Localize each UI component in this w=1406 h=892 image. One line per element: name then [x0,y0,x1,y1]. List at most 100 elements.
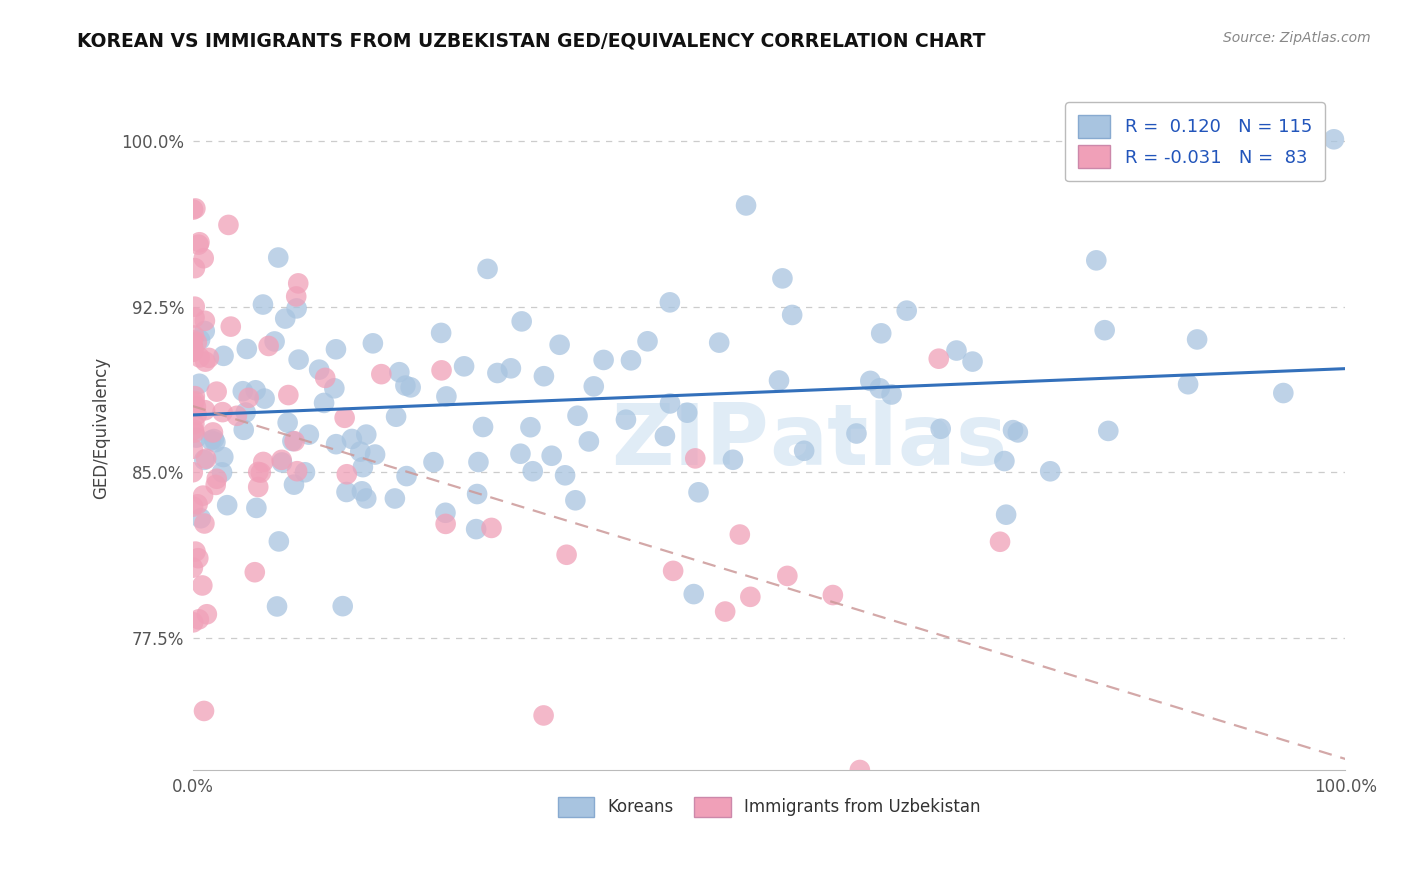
Point [183,310,205,325]
Point [188,333,211,347]
Point [349,444,371,458]
Point [193,516,215,531]
Point [465,487,488,501]
Point [845,426,868,441]
Point [399,380,422,394]
Point [191,578,214,592]
Point [1094,323,1116,337]
Point [770,271,793,285]
Point [821,588,844,602]
Point [187,237,209,252]
Point [245,500,267,515]
Point [688,485,710,500]
Point [896,303,918,318]
Point [183,425,205,440]
Point [181,344,204,359]
Point [582,379,605,393]
Point [183,394,205,409]
Point [183,417,205,431]
Point [682,587,704,601]
Point [1272,386,1295,401]
Point [361,336,384,351]
Point [510,314,533,328]
Point [194,314,217,328]
Point [776,569,799,583]
Point [709,335,731,350]
Point [202,432,225,446]
Point [190,511,212,525]
Point [434,516,457,531]
Point [395,469,418,483]
Point [928,351,950,366]
Point [1097,424,1119,438]
Point [181,333,204,347]
Point [263,334,285,349]
Point [793,443,815,458]
Text: atlas: atlas [769,401,1007,483]
Point [236,342,259,356]
Point [266,599,288,614]
Point [225,409,247,423]
Point [472,420,495,434]
Point [184,300,207,314]
Point [219,319,242,334]
Point [184,202,207,216]
Point [250,466,273,480]
Point [683,451,706,466]
Point [270,453,292,467]
Point [194,354,217,368]
Point [637,334,659,349]
Point [204,435,226,450]
Point [211,405,233,419]
Point [193,251,215,265]
Point [768,374,790,388]
Point [509,447,531,461]
Point [205,472,228,486]
Point [422,455,444,469]
Text: ZIP: ZIP [612,401,769,483]
Point [336,467,359,482]
Point [186,335,208,350]
Point [519,420,541,434]
Point [188,351,211,365]
Point [388,365,411,379]
Point [676,406,699,420]
Point [217,498,239,512]
Point [200,434,222,448]
Point [567,409,589,423]
Point [181,339,204,353]
Point [988,534,1011,549]
Point [728,527,751,541]
Point [238,391,260,405]
Y-axis label: GED/Equivalency: GED/Equivalency [93,357,110,500]
Point [714,605,737,619]
Point [533,369,555,384]
Point [929,422,952,436]
Point [1323,132,1346,146]
Point [312,396,335,410]
Point [198,351,221,365]
Point [193,704,215,718]
Point [285,289,308,303]
Point [1085,253,1108,268]
Point [195,607,218,622]
Point [364,448,387,462]
Point [434,506,457,520]
Point [287,352,309,367]
Point [325,437,347,451]
Point [298,427,321,442]
Point [247,465,270,479]
Point [247,480,270,494]
Point [849,763,872,777]
Point [352,460,374,475]
Point [184,261,207,276]
Point [186,408,208,422]
Legend: Koreans, Immigrants from Uzbekistan: Koreans, Immigrants from Uzbekistan [551,790,987,823]
Point [181,343,204,357]
Point [995,508,1018,522]
Point [257,339,280,353]
Point [181,500,204,514]
Point [659,396,682,410]
Point [212,349,235,363]
Point [533,708,555,723]
